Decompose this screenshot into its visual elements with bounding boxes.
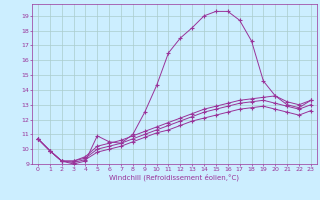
X-axis label: Windchill (Refroidissement éolien,°C): Windchill (Refroidissement éolien,°C) <box>109 173 239 181</box>
